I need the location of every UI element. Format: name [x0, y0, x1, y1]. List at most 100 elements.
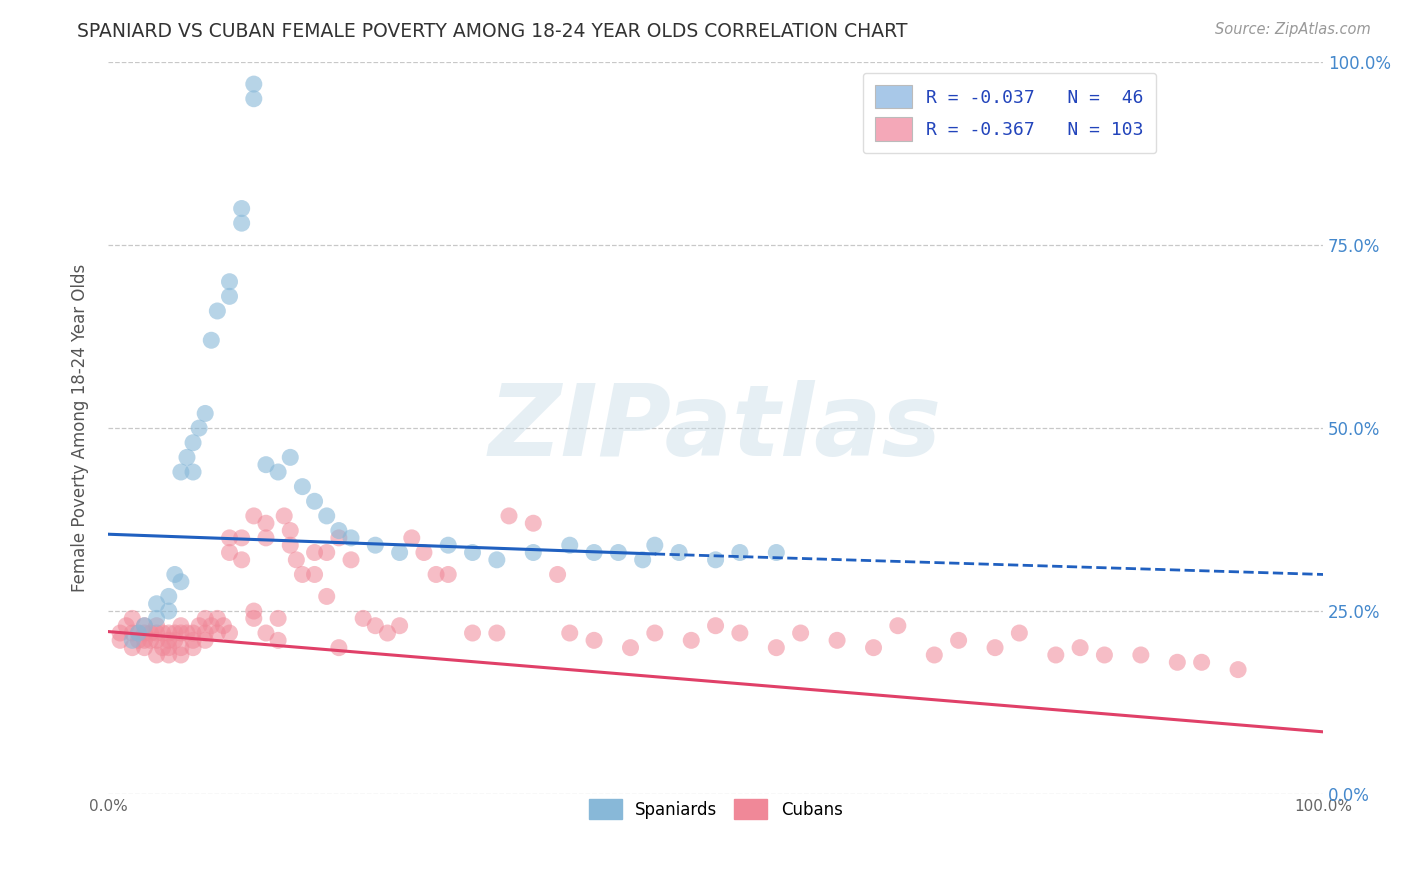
Point: [681, 633, 703, 648]
Point: [145, 626, 167, 640]
Point: [1191, 655, 1213, 669]
Point: [152, 640, 174, 655]
Point: [163, 633, 186, 648]
Point: [121, 640, 143, 655]
Point: [789, 626, 811, 640]
Point: [115, 618, 138, 632]
Point: [498, 508, 520, 523]
Point: [194, 626, 217, 640]
Point: [188, 421, 211, 435]
Point: [243, 77, 266, 91]
Point: [170, 618, 193, 632]
Point: [163, 626, 186, 640]
Point: [176, 626, 198, 640]
Point: [437, 538, 460, 552]
Point: [157, 590, 180, 604]
Point: [200, 618, 222, 632]
Point: [631, 553, 654, 567]
Text: ZIPatlas: ZIPatlas: [489, 380, 942, 476]
Point: [157, 648, 180, 662]
Point: [170, 648, 193, 662]
Point: [291, 480, 314, 494]
Point: [170, 574, 193, 589]
Point: [461, 626, 484, 640]
Point: [328, 524, 350, 538]
Point: [1045, 648, 1067, 662]
Point: [1227, 663, 1250, 677]
Point: [218, 545, 240, 559]
Point: [558, 538, 581, 552]
Point: [304, 545, 326, 559]
Point: [583, 545, 606, 559]
Point: [765, 640, 787, 655]
Point: [170, 640, 193, 655]
Point: [522, 545, 544, 559]
Y-axis label: Female Poverty Among 18-24 Year Olds: Female Poverty Among 18-24 Year Olds: [72, 264, 89, 592]
Point: [388, 545, 411, 559]
Point: [218, 289, 240, 303]
Point: [984, 640, 1007, 655]
Point: [212, 618, 235, 632]
Point: [139, 633, 162, 648]
Point: [278, 450, 301, 465]
Point: [254, 531, 277, 545]
Point: [377, 626, 399, 640]
Point: [267, 465, 290, 479]
Point: [364, 538, 387, 552]
Point: [413, 545, 436, 559]
Point: [924, 648, 946, 662]
Point: [278, 538, 301, 552]
Point: [1092, 648, 1115, 662]
Point: [485, 553, 508, 567]
Point: [170, 626, 193, 640]
Point: [704, 618, 727, 632]
Point: [644, 626, 666, 640]
Point: [1166, 655, 1188, 669]
Point: [157, 640, 180, 655]
Point: [887, 618, 910, 632]
Point: [728, 626, 751, 640]
Point: [157, 626, 180, 640]
Point: [176, 450, 198, 465]
Point: [340, 553, 363, 567]
Point: [134, 626, 156, 640]
Point: [145, 648, 167, 662]
Point: [862, 640, 884, 655]
Point: [558, 626, 581, 640]
Point: [668, 545, 690, 559]
Point: [127, 626, 149, 640]
Point: [278, 524, 301, 538]
Point: [340, 531, 363, 545]
Point: [425, 567, 447, 582]
Point: [127, 633, 149, 648]
Point: [388, 618, 411, 632]
Point: [267, 611, 290, 625]
Point: [254, 626, 277, 640]
Point: [231, 553, 253, 567]
Point: [127, 626, 149, 640]
Point: [181, 435, 204, 450]
Point: [243, 611, 266, 625]
Point: [231, 531, 253, 545]
Text: Source: ZipAtlas.com: Source: ZipAtlas.com: [1215, 22, 1371, 37]
Point: [170, 465, 193, 479]
Point: [134, 633, 156, 648]
Point: [364, 618, 387, 632]
Point: [315, 590, 337, 604]
Point: [194, 611, 217, 625]
Point: [145, 611, 167, 625]
Point: [401, 531, 423, 545]
Point: [267, 633, 290, 648]
Point: [1129, 648, 1152, 662]
Point: [207, 626, 229, 640]
Point: [194, 407, 217, 421]
Point: [207, 304, 229, 318]
Point: [243, 508, 266, 523]
Point: [218, 531, 240, 545]
Point: [108, 626, 131, 640]
Point: [145, 597, 167, 611]
Point: [461, 545, 484, 559]
Point: [188, 618, 211, 632]
Point: [1008, 626, 1031, 640]
Point: [273, 508, 295, 523]
